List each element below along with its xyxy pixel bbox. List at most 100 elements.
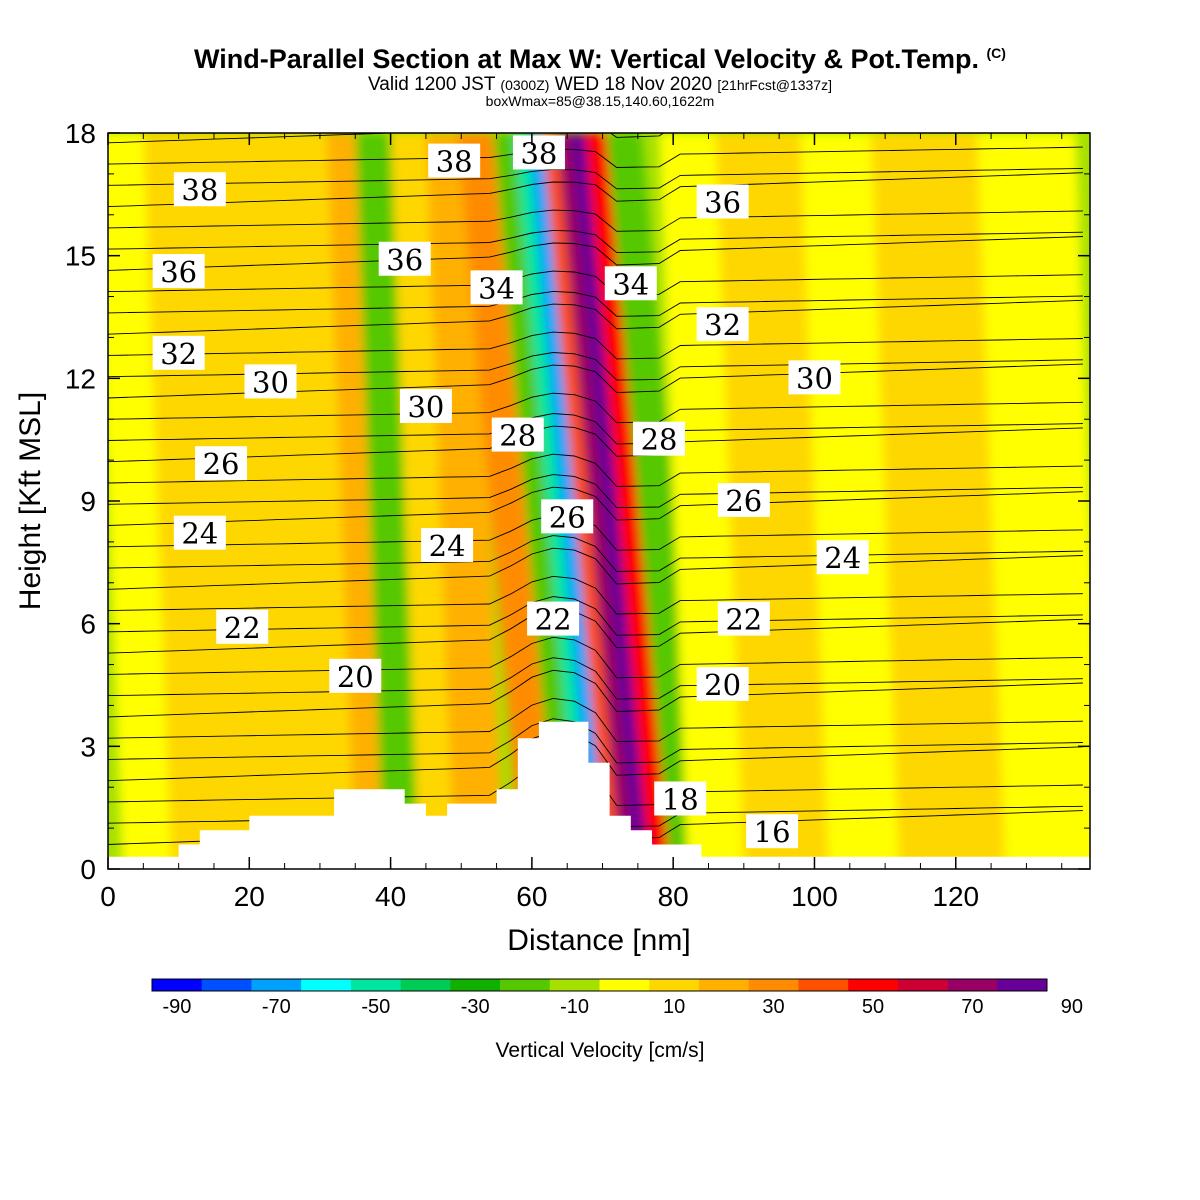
isentrope-label: 24 xyxy=(816,540,869,575)
isentrope-line xyxy=(108,392,1083,424)
svg-text:22: 22 xyxy=(535,603,572,637)
colorbar-swatch xyxy=(350,979,401,991)
colorbar-label: Vertical Velocity [cm/s] xyxy=(496,1039,705,1062)
svg-text:22: 22 xyxy=(224,611,261,645)
svg-text:38: 38 xyxy=(520,136,557,170)
svg-text:22: 22 xyxy=(725,603,762,637)
colorbar-swatch xyxy=(848,979,899,991)
isentrope-label: 20 xyxy=(696,667,749,702)
svg-text:38: 38 xyxy=(181,173,218,207)
isentrope-line xyxy=(108,172,1083,208)
svg-text:36: 36 xyxy=(160,255,197,289)
velocity-band-6 xyxy=(425,133,504,869)
velocity-band-7 xyxy=(457,133,557,869)
x-tick-label: 80 xyxy=(658,881,689,912)
svg-text:16: 16 xyxy=(754,815,791,849)
isentrope-label: 24 xyxy=(421,527,474,563)
svg-text:24: 24 xyxy=(824,541,861,575)
colorbar-swatch xyxy=(201,979,252,991)
colorbar-swatch xyxy=(997,979,1048,991)
isentrope-line xyxy=(108,657,1083,700)
isentrope-label: 30 xyxy=(399,388,452,424)
colorbar-swatch xyxy=(152,979,203,991)
x-axis-label: Distance [nm] xyxy=(507,924,690,957)
velocity-band-5 xyxy=(390,133,455,869)
isentrope-label: 26 xyxy=(195,446,248,481)
isentrope-line xyxy=(108,167,1083,190)
velocity-field: 38 38 38 36 36 36 34 34 32 32 30 30 30 28 28 26 26 26 24 24… xyxy=(108,133,1090,869)
isentrope-line xyxy=(108,669,1083,718)
isentrope-label: 28 xyxy=(633,421,686,457)
velocity-band-8 xyxy=(493,133,578,869)
x-tick-label: 100 xyxy=(791,881,838,912)
svg-text:30: 30 xyxy=(252,365,289,399)
isentrope-label: 38 xyxy=(428,143,481,179)
svg-text:20: 20 xyxy=(704,668,741,702)
isentrope-line xyxy=(108,236,1083,271)
colorbar-swatch xyxy=(400,979,451,991)
isentrope-label: 38 xyxy=(173,172,226,207)
isentrope-label: 36 xyxy=(696,184,749,220)
velocity-band-1 xyxy=(143,133,264,869)
isentrope-line xyxy=(108,413,1083,445)
x-tick-label: 120 xyxy=(932,881,979,912)
isentrope-label: 26 xyxy=(717,483,770,518)
forecast-info: [21hrFcst@1337z] xyxy=(717,77,832,93)
y-tick-label: 9 xyxy=(80,486,96,517)
colorbar-swatch xyxy=(500,979,551,991)
isentrope-line xyxy=(108,730,1083,782)
svg-text:34: 34 xyxy=(478,271,515,305)
isentrope-label: 36 xyxy=(378,241,431,277)
isentrope-line xyxy=(108,474,1083,509)
colorbar-swatch xyxy=(748,979,799,991)
colorbar-swatch xyxy=(947,979,998,991)
isentrope-line xyxy=(108,718,1083,764)
isentrope-line xyxy=(108,209,1083,232)
svg-text:26: 26 xyxy=(203,447,240,481)
colorbar-swatch xyxy=(251,979,302,991)
y-tick-label: 0 xyxy=(80,854,96,885)
colorbar-swatch xyxy=(897,979,948,991)
isentrope-line xyxy=(108,636,1083,679)
isentrope-label: 34 xyxy=(604,266,657,301)
isentrope-line xyxy=(108,535,1083,572)
svg-text:38: 38 xyxy=(436,145,473,179)
isentrope-line xyxy=(108,453,1083,487)
x-tick-label: 60 xyxy=(516,881,547,912)
y-tick-label: 6 xyxy=(80,609,96,640)
velocity-band-4 xyxy=(355,133,419,869)
isentrope-labels: 38 38 38 36 36 36 34 34 32 32 30 30 30 28 28 26 26 26 24 24… xyxy=(152,135,869,849)
terrain xyxy=(108,721,1090,869)
isentrope-label: 16 xyxy=(746,814,799,849)
isentrope-line xyxy=(108,146,1083,168)
valid-time: Valid 1200 JST xyxy=(368,74,496,95)
velocity-band-13 xyxy=(570,133,649,869)
utc-time: (0300Z) xyxy=(500,77,550,93)
velocity-band-20 xyxy=(977,133,1090,869)
isentrope-label: 30 xyxy=(244,364,297,399)
svg-text:28: 28 xyxy=(641,423,678,457)
isentrope-line xyxy=(108,608,1083,654)
svg-text:30: 30 xyxy=(796,361,833,395)
velocity-band-19 xyxy=(871,133,1006,869)
y-tick-label: 3 xyxy=(80,731,96,762)
isentrope-line xyxy=(108,596,1083,636)
y-axis-label: Height [Kft MSL] xyxy=(14,392,47,610)
isentrope-line xyxy=(108,575,1083,615)
velocity-band-18 xyxy=(800,133,900,869)
isentrope-label: 20 xyxy=(329,658,382,694)
isentrope-line xyxy=(108,547,1083,590)
svg-text:36: 36 xyxy=(386,243,423,277)
colorbar-swatch xyxy=(698,979,749,991)
box-wmax-info: boxWmax=85@38.15,140.60,1622m xyxy=(485,93,715,109)
isentrope-label: 26 xyxy=(541,499,594,534)
svg-text:32: 32 xyxy=(704,308,741,342)
isentrope-label: 30 xyxy=(788,360,841,395)
y-tick-label: 18 xyxy=(65,118,96,149)
isentrope-line xyxy=(108,486,1083,526)
colorbar-tick-label: 90 xyxy=(1061,996,1083,1018)
isentrope-label: 22 xyxy=(717,601,770,637)
isentrope-line xyxy=(108,133,665,144)
